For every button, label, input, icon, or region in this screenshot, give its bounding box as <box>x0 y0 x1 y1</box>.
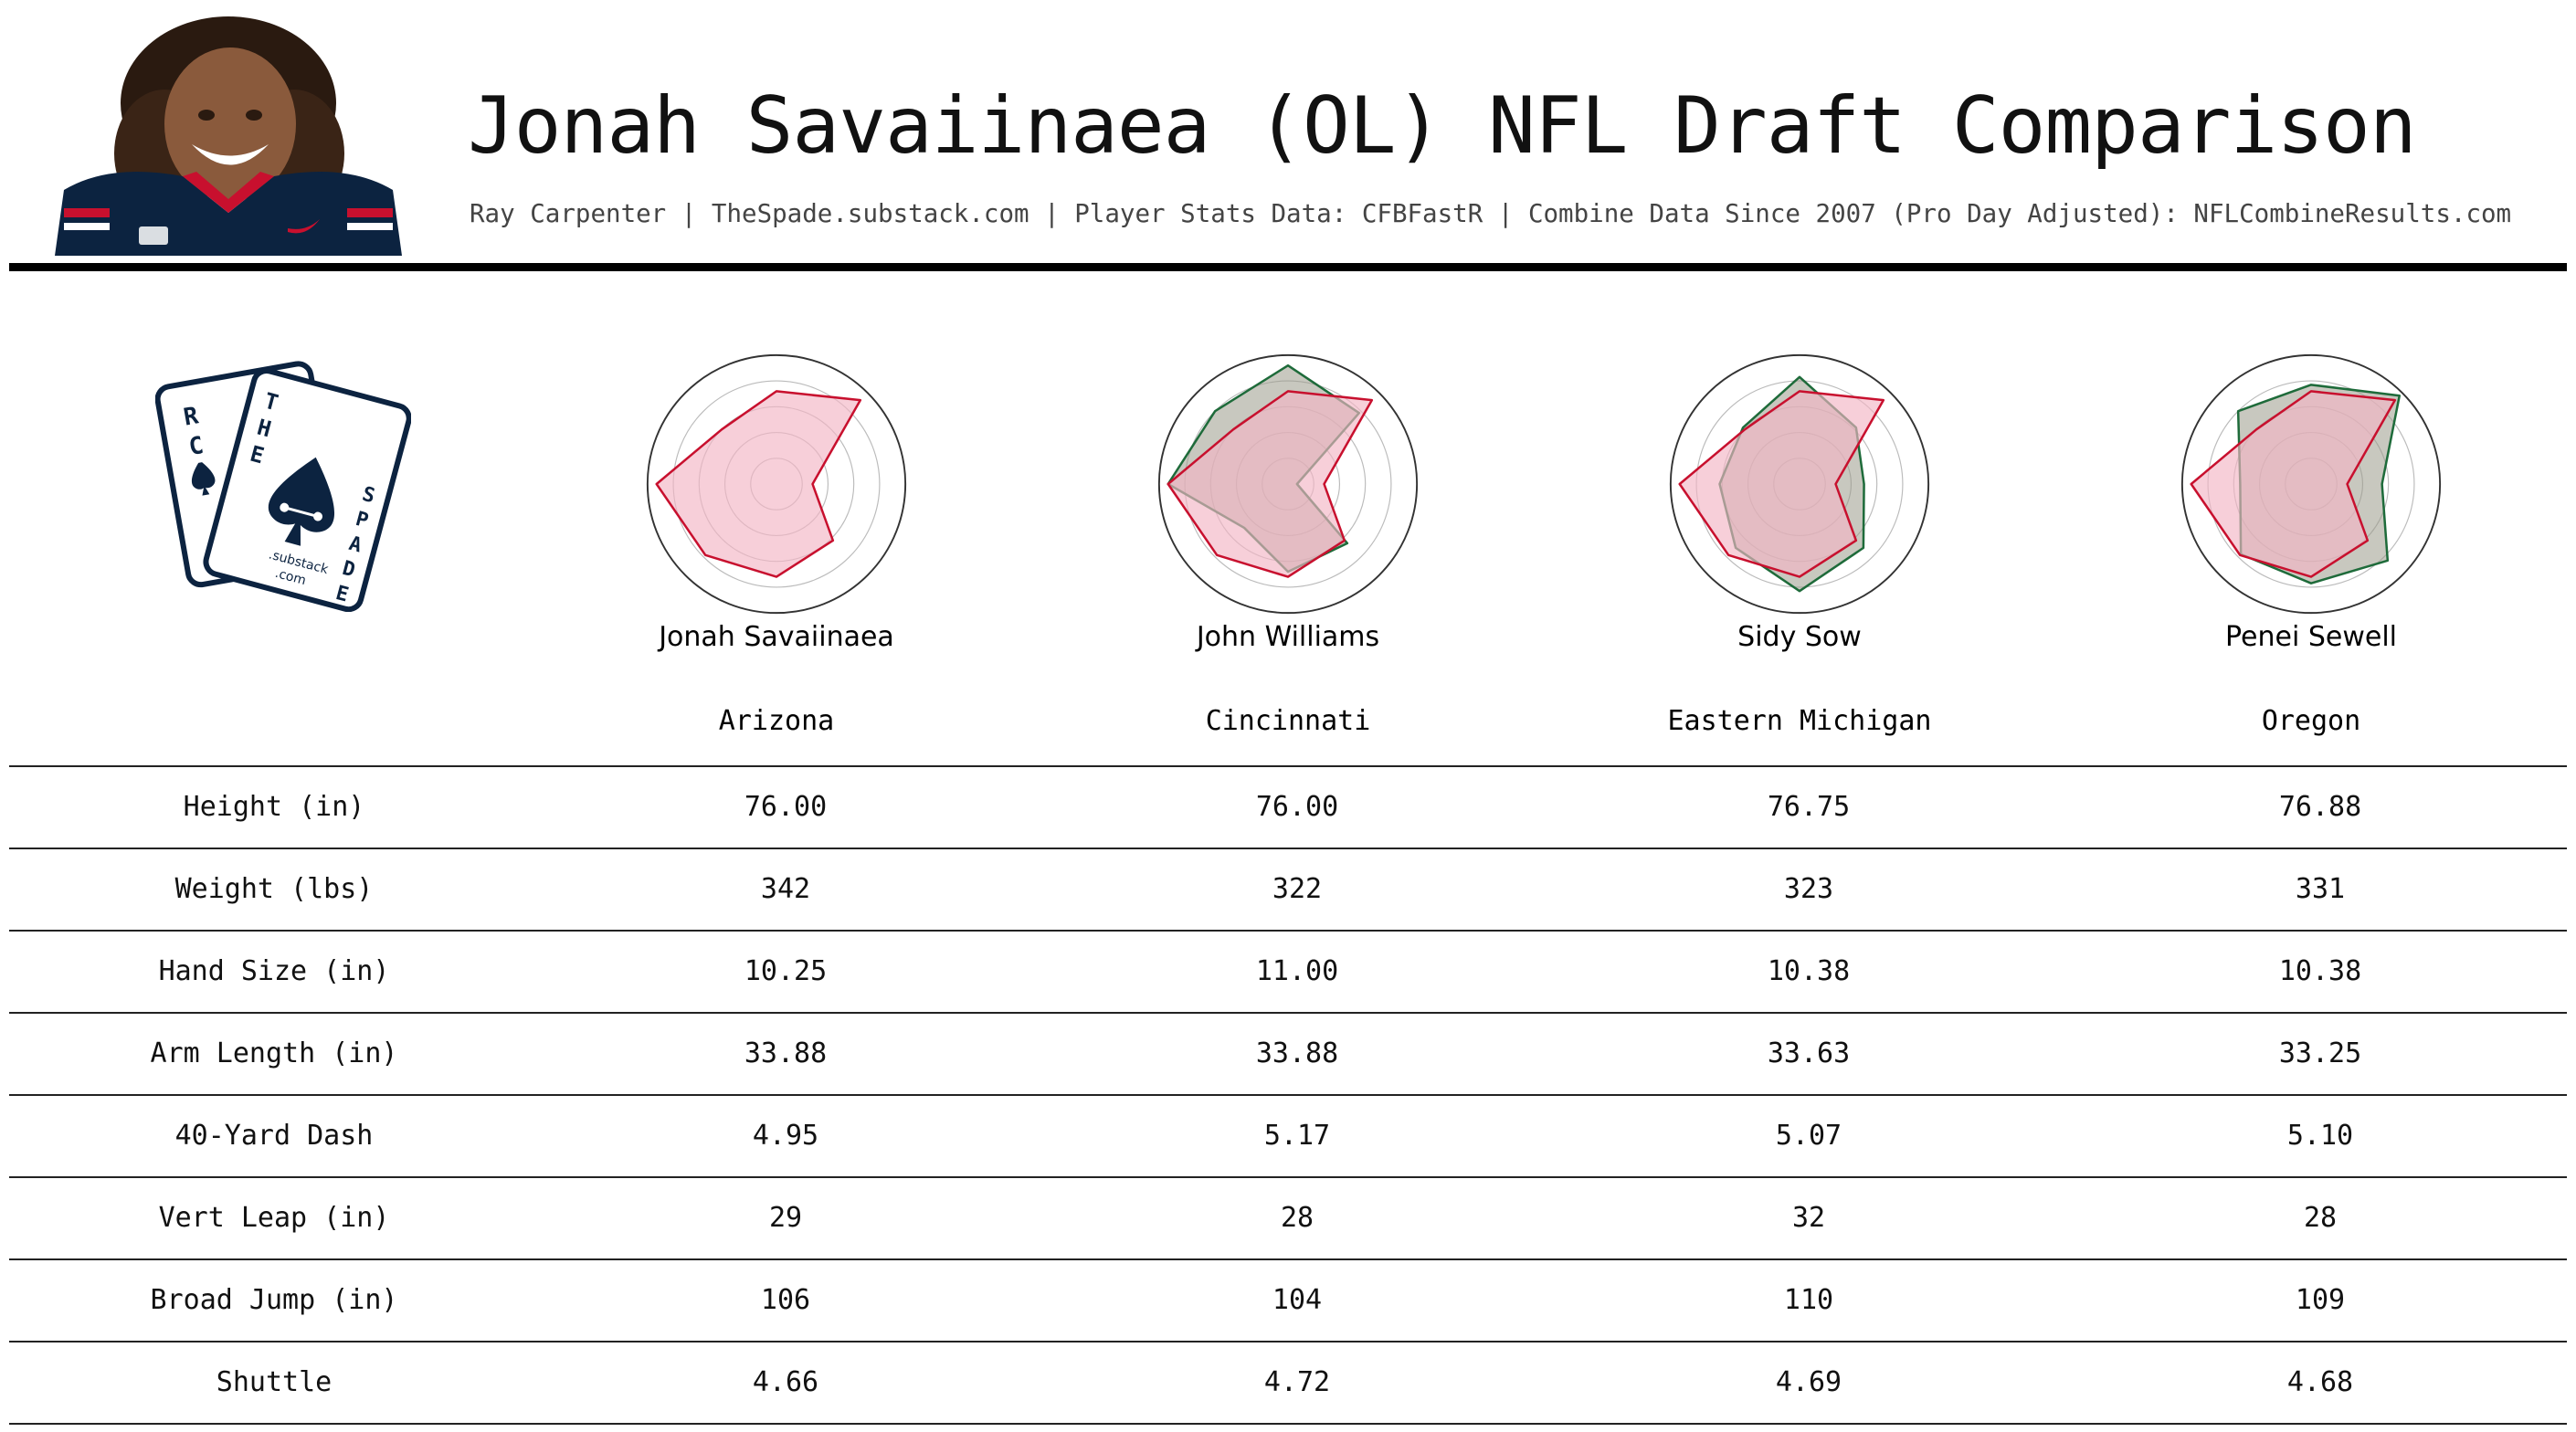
table-cell: 322 <box>1272 873 1323 905</box>
card-letter-left-1: R <box>182 402 201 431</box>
table-row: Arm Length (in) 33.88 33.88 33.63 33.25 <box>9 1012 2567 1094</box>
table-cell: 342 <box>760 873 811 905</box>
table-row: Vert Leap (in) 29 28 32 28 <box>9 1176 2567 1258</box>
player-column-2: John Williams Cincinnati <box>1096 352 1480 737</box>
radar-outer-ring <box>2180 353 2442 615</box>
card-letter-top-1: T <box>261 388 280 416</box>
table-cell: 5.10 <box>2286 1120 2354 1152</box>
radar-outer-ring <box>646 353 907 615</box>
card-letter-right-5: E <box>333 582 351 607</box>
header-divider <box>9 263 2567 271</box>
table-cell: 76.00 <box>744 791 828 823</box>
table-cell: 28 <box>1280 1202 1314 1234</box>
player-school: Cincinnati <box>1205 705 1371 737</box>
table-cell: 33.88 <box>744 1037 828 1069</box>
table-cell: 76.88 <box>2278 791 2362 823</box>
table-row: Hand Size (in) 10.25 11.00 10.38 10.38 <box>9 930 2567 1012</box>
card-letter-left-2: C <box>187 432 206 461</box>
table-cell: 323 <box>1783 873 1834 905</box>
table-cell: 33.25 <box>2278 1037 2362 1069</box>
table-cell: 331 <box>2295 873 2346 905</box>
radar-series-primary <box>2190 390 2397 578</box>
radar-series-primary <box>655 390 862 578</box>
table-cell: 106 <box>760 1284 811 1316</box>
front-card: T H E .substack .com S P A D E <box>203 368 411 612</box>
page-subtitle: Ray Carpenter | TheSpade.substack.com | … <box>470 199 2512 228</box>
table-cell: 4.66 <box>752 1366 819 1398</box>
radar-chart-4 <box>2180 353 2442 615</box>
photo-face <box>164 47 296 201</box>
table-cell: 10.38 <box>2278 955 2362 987</box>
row-label: Height (in) <box>183 791 365 823</box>
table-row: Height (in) 76.00 76.00 76.75 76.88 <box>9 765 2567 848</box>
page-title: Jonah Savaiinaea (OL) NFL Draft Comparis… <box>468 80 2417 172</box>
player-column-4: Penei Sewell Oregon <box>2119 352 2503 737</box>
table-cell: 32 <box>1791 1202 1826 1234</box>
table-cell: 4.95 <box>752 1120 819 1152</box>
player-column-3: Sidy Sow Eastern Michigan <box>1608 352 1991 737</box>
the-spade-logo: R C T H E .substack .com S P A D E <box>155 361 411 612</box>
table-cell: 4.72 <box>1263 1366 1331 1398</box>
table-row: Weight (lbs) 342 322 323 331 <box>9 848 2567 930</box>
table-cell: 4.69 <box>1775 1366 1842 1398</box>
table-cell: 10.38 <box>1767 955 1851 987</box>
player-photo <box>55 16 402 256</box>
radar-chart-1 <box>646 353 907 615</box>
row-label: Arm Length (in) <box>150 1037 398 1069</box>
player-school: Oregon <box>2261 705 2361 737</box>
row-label: Broad Jump (in) <box>150 1284 398 1316</box>
radar-series-primary <box>1678 390 1885 578</box>
radar-chart-3 <box>1669 353 1930 615</box>
player-school: Arizona <box>718 705 835 737</box>
player-name: Sidy Sow <box>1737 621 1862 653</box>
small-spade-icon <box>191 462 216 496</box>
player-column-1: Jonah Savaiinaea Arizona <box>585 352 968 737</box>
table-cell: 104 <box>1272 1284 1323 1316</box>
table-cell: 10.25 <box>744 955 828 987</box>
radar-outer-ring <box>1157 353 1419 615</box>
table-cell: 33.88 <box>1255 1037 1339 1069</box>
table-cell: 11.00 <box>1255 955 1339 987</box>
card-letter-right-2: P <box>354 508 371 533</box>
row-label: Hand Size (in) <box>158 955 390 987</box>
measurements-table: Height (in) 76.00 76.00 76.75 76.88 Weig… <box>9 765 2567 1425</box>
card-letter-right-4: D <box>340 557 357 583</box>
player-school: Eastern Michigan <box>1667 705 1932 737</box>
radar-chart-2 <box>1157 353 1419 615</box>
table-cell: 5.07 <box>1775 1120 1842 1152</box>
radar-series-primary <box>1167 390 1374 578</box>
card-letter-top-2: H <box>255 415 274 443</box>
row-label: Weight (lbs) <box>174 873 374 905</box>
card-letter-top-3: E <box>248 441 267 469</box>
card-letter-right-1: S <box>360 483 377 509</box>
radar-outer-ring <box>1669 353 1930 615</box>
table-cell: 29 <box>768 1202 803 1234</box>
player-name: Penei Sewell <box>2225 621 2397 653</box>
table-row: Broad Jump (in) 106 104 110 109 <box>9 1258 2567 1341</box>
player-name: John Williams <box>1196 621 1380 653</box>
table-cell: 109 <box>2295 1284 2346 1316</box>
table-cell: 28 <box>2303 1202 2338 1234</box>
row-label: 40-Yard Dash <box>174 1120 374 1152</box>
large-spade-icon <box>268 457 335 546</box>
table-cell: 110 <box>1783 1284 1834 1316</box>
table-cell: 76.00 <box>1255 791 1339 823</box>
row-label: Shuttle <box>216 1366 333 1398</box>
player-name: Jonah Savaiinaea <box>659 621 894 653</box>
table-row: 40-Yard Dash 4.95 5.17 5.07 5.10 <box>9 1094 2567 1176</box>
card-letter-right-3: A <box>346 532 364 558</box>
table-cell: 76.75 <box>1767 791 1851 823</box>
table-cell: 5.17 <box>1263 1120 1331 1152</box>
row-label: Vert Leap (in) <box>158 1202 390 1234</box>
table-row: Shuttle 4.66 4.72 4.69 4.68 <box>9 1341 2567 1425</box>
table-cell: 33.63 <box>1767 1037 1851 1069</box>
table-cell: 4.68 <box>2286 1366 2354 1398</box>
